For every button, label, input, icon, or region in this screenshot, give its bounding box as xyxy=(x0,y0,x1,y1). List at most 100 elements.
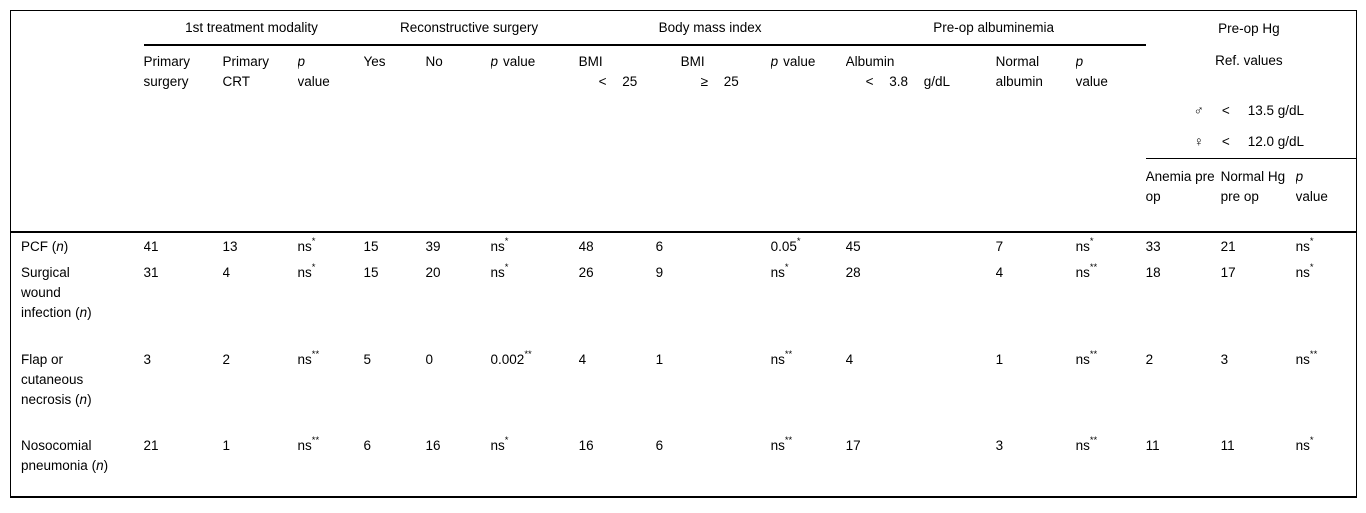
p-value-cell: ns* xyxy=(1295,236,1314,254)
data-cell: 4 xyxy=(845,351,854,367)
hg-sub-header-row: Anemia pre op Normal Hg pre op p value xyxy=(10,158,1357,233)
data-cell: 13 xyxy=(222,238,238,254)
data-cell: 16 xyxy=(425,431,491,498)
p-value-cell: 0.002** xyxy=(490,349,532,367)
corner-cell xyxy=(10,158,144,233)
p-value-cell: ns** xyxy=(297,431,364,498)
data-cell: 39 xyxy=(425,238,441,254)
data-cell: 7 xyxy=(995,238,1004,254)
female-reference-line: ♀ < 12.0 g/dL xyxy=(1146,132,1353,152)
col-header-p-value-2: p value xyxy=(490,53,536,69)
col-header-normal-hg-pre-op: Normal Hg pre op xyxy=(1220,158,1296,233)
data-cell: 28 xyxy=(845,264,861,280)
table-row-nosocomial-pneumonia: Nosocomial pneumonia (n) 21 1 ns** 6 16 … xyxy=(10,431,1357,498)
preop-hg-reference-cell: Ref. values ♂ < 13.5 g/dL ♀ < 12.0 g/dL xyxy=(1145,44,1357,159)
col-header-normal-albumin: Normal albumin xyxy=(995,53,1043,89)
col-header-anemia-pre-op: Anemia pre op xyxy=(1145,158,1221,233)
male-ref-operator: < xyxy=(1221,102,1230,118)
group-header-preop-albuminemia: Pre-op albuminemia xyxy=(845,10,1146,46)
data-cell: 48 xyxy=(578,238,594,254)
male-ref-value: 13.5 g/dL xyxy=(1247,102,1305,118)
data-cell: 1 xyxy=(655,351,664,367)
group-header-row: 1st treatment modality Reconstructive su… xyxy=(11,10,1357,46)
col-header-p-value-1: p value xyxy=(297,53,330,89)
data-cell: 3 xyxy=(143,351,152,367)
group-header-treatment-modality: 1st treatment modality xyxy=(143,10,364,46)
col-header-p-value-4: p value xyxy=(1075,53,1108,89)
col-header-albumin-lt: Albumin < 3.8 g/dL xyxy=(845,53,951,89)
corner-cell xyxy=(11,11,144,45)
male-icon: ♂ xyxy=(1193,102,1204,118)
data-cell: 33 xyxy=(1145,238,1161,254)
p-value-cell: ns* xyxy=(1295,262,1314,280)
data-cell: 21 xyxy=(1220,238,1236,254)
p-value-cell: ns* xyxy=(297,262,316,280)
data-cell: 4 xyxy=(995,264,1004,280)
data-cell: 5 xyxy=(363,351,372,367)
data-cell: 17 xyxy=(845,431,996,498)
ref-values-label: Ref. values xyxy=(1215,52,1283,68)
col-header-primary-crt: Primary CRT xyxy=(222,53,270,89)
p-value-cell: ns** xyxy=(1295,349,1318,367)
data-cell: 6 xyxy=(655,431,771,498)
data-cell: 41 xyxy=(143,238,159,254)
col-header-primary-surgery: Primary surgery xyxy=(143,53,191,89)
table-row-flap-necrosis: Flap or cutaneous necrosis (n) 3 2 ns** … xyxy=(11,346,1357,432)
row-label: PCF (n) xyxy=(21,238,69,254)
p-value-cell: ns* xyxy=(490,262,509,280)
col-header-yes: Yes xyxy=(363,53,386,69)
group-header-body-mass-index: Body mass index xyxy=(578,10,846,46)
data-cell: 9 xyxy=(655,264,664,280)
data-cell: 20 xyxy=(425,264,441,280)
group-header-preop-hg: Pre-op Hg xyxy=(1218,20,1280,36)
sub-header-row: Primary surgery Primary CRT p value Yes N… xyxy=(11,44,1357,159)
data-cell: 21 xyxy=(143,431,223,498)
p-value-cell: ns** xyxy=(1075,431,1146,498)
corner-cell xyxy=(11,45,144,159)
data-cell: 3 xyxy=(995,431,1076,498)
p-value-cell: ns* xyxy=(770,262,789,280)
data-cell: 4 xyxy=(578,351,587,367)
data-cell: 17 xyxy=(1220,264,1236,280)
data-cell: 11 xyxy=(1145,431,1221,498)
male-reference-line: ♂ < 13.5 g/dL xyxy=(1146,101,1353,121)
data-cell: 0 xyxy=(425,351,434,367)
data-cell: 15 xyxy=(363,264,379,280)
p-value-cell: ns** xyxy=(770,349,793,367)
p-value-cell: ns* xyxy=(490,236,509,254)
p-value-cell: ns** xyxy=(1075,262,1098,280)
p-value-cell: ns** xyxy=(770,431,846,498)
data-cell: 31 xyxy=(143,264,159,280)
data-cell: 11 xyxy=(1220,431,1296,498)
data-cell: 2 xyxy=(222,351,231,367)
col-header-no: No xyxy=(425,53,443,69)
data-cell: 1 xyxy=(995,351,1004,367)
data-cell: 1 xyxy=(222,431,298,498)
results-table-wrapper: 1st treatment modality Reconstructive su… xyxy=(10,10,1358,498)
data-cell: 2 xyxy=(1145,351,1154,367)
p-value-cell: ns* xyxy=(297,236,316,254)
data-cell: 6 xyxy=(363,431,426,498)
data-cell: 45 xyxy=(845,238,861,254)
data-cell: 15 xyxy=(363,238,379,254)
table-row-surgical-wound-infection: Surgical wound infection (n) 31 4 ns* 15… xyxy=(11,259,1357,346)
table-row-pcf: PCF (n) 41 13 ns* 15 39 ns* 48 6 0.05* 4… xyxy=(11,232,1357,259)
data-cell: 26 xyxy=(578,264,594,280)
data-cell: 3 xyxy=(1220,351,1229,367)
group-header-reconstructive-surgery: Reconstructive surgery xyxy=(363,10,579,46)
data-cell: 18 xyxy=(1145,264,1161,280)
female-ref-operator: < xyxy=(1221,133,1230,149)
p-value-cell: ns** xyxy=(297,349,320,367)
row-label: Surgical wound infection (n) xyxy=(21,264,92,320)
results-table: 1st treatment modality Reconstructive su… xyxy=(10,10,1358,498)
row-label: Flap or cutaneous necrosis (n) xyxy=(21,351,92,407)
col-header-bmi-lt-25: BMI < 25 xyxy=(578,53,638,89)
col-header-p-value-5: p value xyxy=(1295,158,1357,233)
data-cell: 4 xyxy=(222,264,231,280)
col-header-bmi-ge-25: BMI ≥ 25 xyxy=(680,53,739,89)
p-value-cell: ns* xyxy=(1295,431,1357,498)
p-value-cell: ns** xyxy=(1075,349,1098,367)
p-value-cell: ns* xyxy=(1075,236,1094,254)
p-value-cell: ns* xyxy=(490,431,579,498)
p-value-cell: 0.05* xyxy=(770,236,801,254)
